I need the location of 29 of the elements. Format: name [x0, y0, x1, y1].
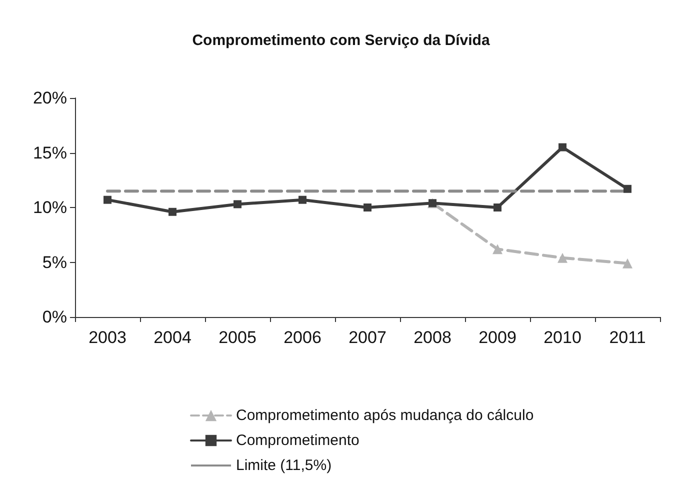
y-tick-label: 0%: [42, 308, 67, 326]
point: [494, 204, 502, 212]
point: [492, 244, 502, 254]
point: [558, 252, 568, 263]
legend-label: Comprometimento após mudança do cálculo: [236, 407, 534, 424]
x-tick-label: 2009: [478, 328, 516, 347]
legend-label: Limite (11,5%): [236, 457, 332, 474]
point: [168, 208, 176, 216]
y-tick-label: 5%: [42, 252, 67, 272]
x-tick-label: 2005: [218, 328, 256, 347]
y-tick-label: 10%: [32, 198, 67, 217]
point: [234, 200, 242, 208]
chart-title: Comprometimento com Serviço da Dívida: [192, 32, 490, 49]
legend-label: Comprometimento: [236, 432, 360, 449]
x-tick-label: 2008: [414, 328, 452, 347]
x-tick-label: 2007: [348, 328, 386, 347]
point: [624, 184, 632, 193]
x-tick-label: 2003: [88, 328, 126, 347]
x-tick-label: 2006: [284, 328, 322, 347]
x-tick-label: 2004: [154, 328, 192, 347]
point: [558, 143, 566, 152]
x-tick-label: 2010: [544, 328, 582, 347]
point: [364, 204, 372, 212]
point: [104, 196, 112, 204]
y-tick-label: 20%: [32, 88, 67, 108]
y-tick-label: 15%: [32, 143, 67, 162]
point: [298, 196, 306, 204]
x-tick-label: 2011: [609, 328, 646, 347]
point: [622, 258, 632, 268]
